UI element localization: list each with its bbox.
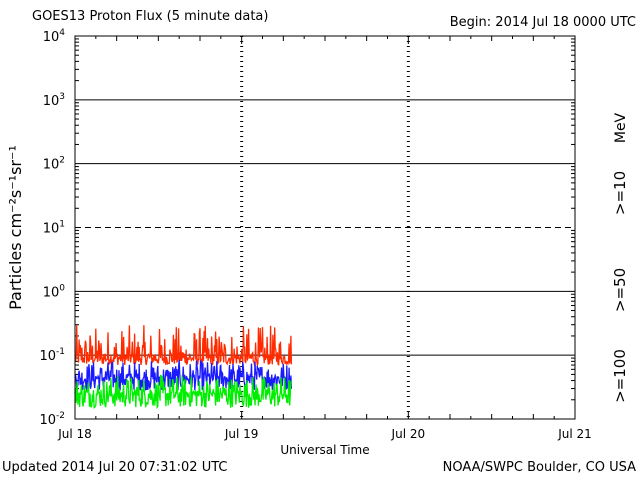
credit-label: NOAA/SWPC Boulder, CO USA	[442, 460, 636, 475]
legend-label: >=50	[611, 268, 629, 312]
updated-timestamp: Updated 2014 Jul 20 07:31:02 UTC	[2, 460, 228, 475]
series-line	[74, 374, 293, 410]
series-line	[74, 359, 293, 392]
y-tick-label: 100	[43, 283, 66, 300]
y-tick-labels: 104 103 102 101 100 10-1 10-2	[39, 28, 65, 428]
grid-layer	[74, 36, 576, 419]
x-tick-label: Jul 18	[57, 427, 92, 441]
legend-label: >=10	[611, 171, 629, 215]
begin-time: Begin: 2014 Jul 18 0000 UTC	[449, 15, 636, 30]
x-tick-label: Jul 19	[224, 427, 259, 441]
y-tick-label: 101	[43, 220, 65, 237]
y-tick-label: 10-2	[39, 411, 65, 428]
x-axis-label: Universal Time	[280, 443, 369, 457]
chart-title: GOES13 Proton Flux (5 minute data)	[32, 9, 269, 24]
y-tick-label: 103	[43, 92, 65, 109]
plot-frame	[74, 35, 576, 420]
y-tick-label: 10-1	[39, 347, 65, 364]
y-axis-label: Particles cm⁻²s⁻¹sr⁻¹	[6, 145, 25, 310]
legend-label: >=100	[611, 349, 629, 403]
x-tick-label: Jul 21	[557, 427, 592, 441]
unit-label: MeV	[613, 112, 629, 143]
legend: MeV >=10 >=50 >=100	[611, 112, 629, 402]
series-line	[74, 325, 293, 368]
series-layer	[74, 325, 293, 410]
y-tick-label: 102	[43, 156, 65, 173]
x-tick-label: Jul 20	[391, 427, 426, 441]
x-tick-labels: Jul 18 Jul 19 Jul 20 Jul 21	[57, 427, 592, 441]
y-tick-label: 104	[43, 28, 66, 45]
